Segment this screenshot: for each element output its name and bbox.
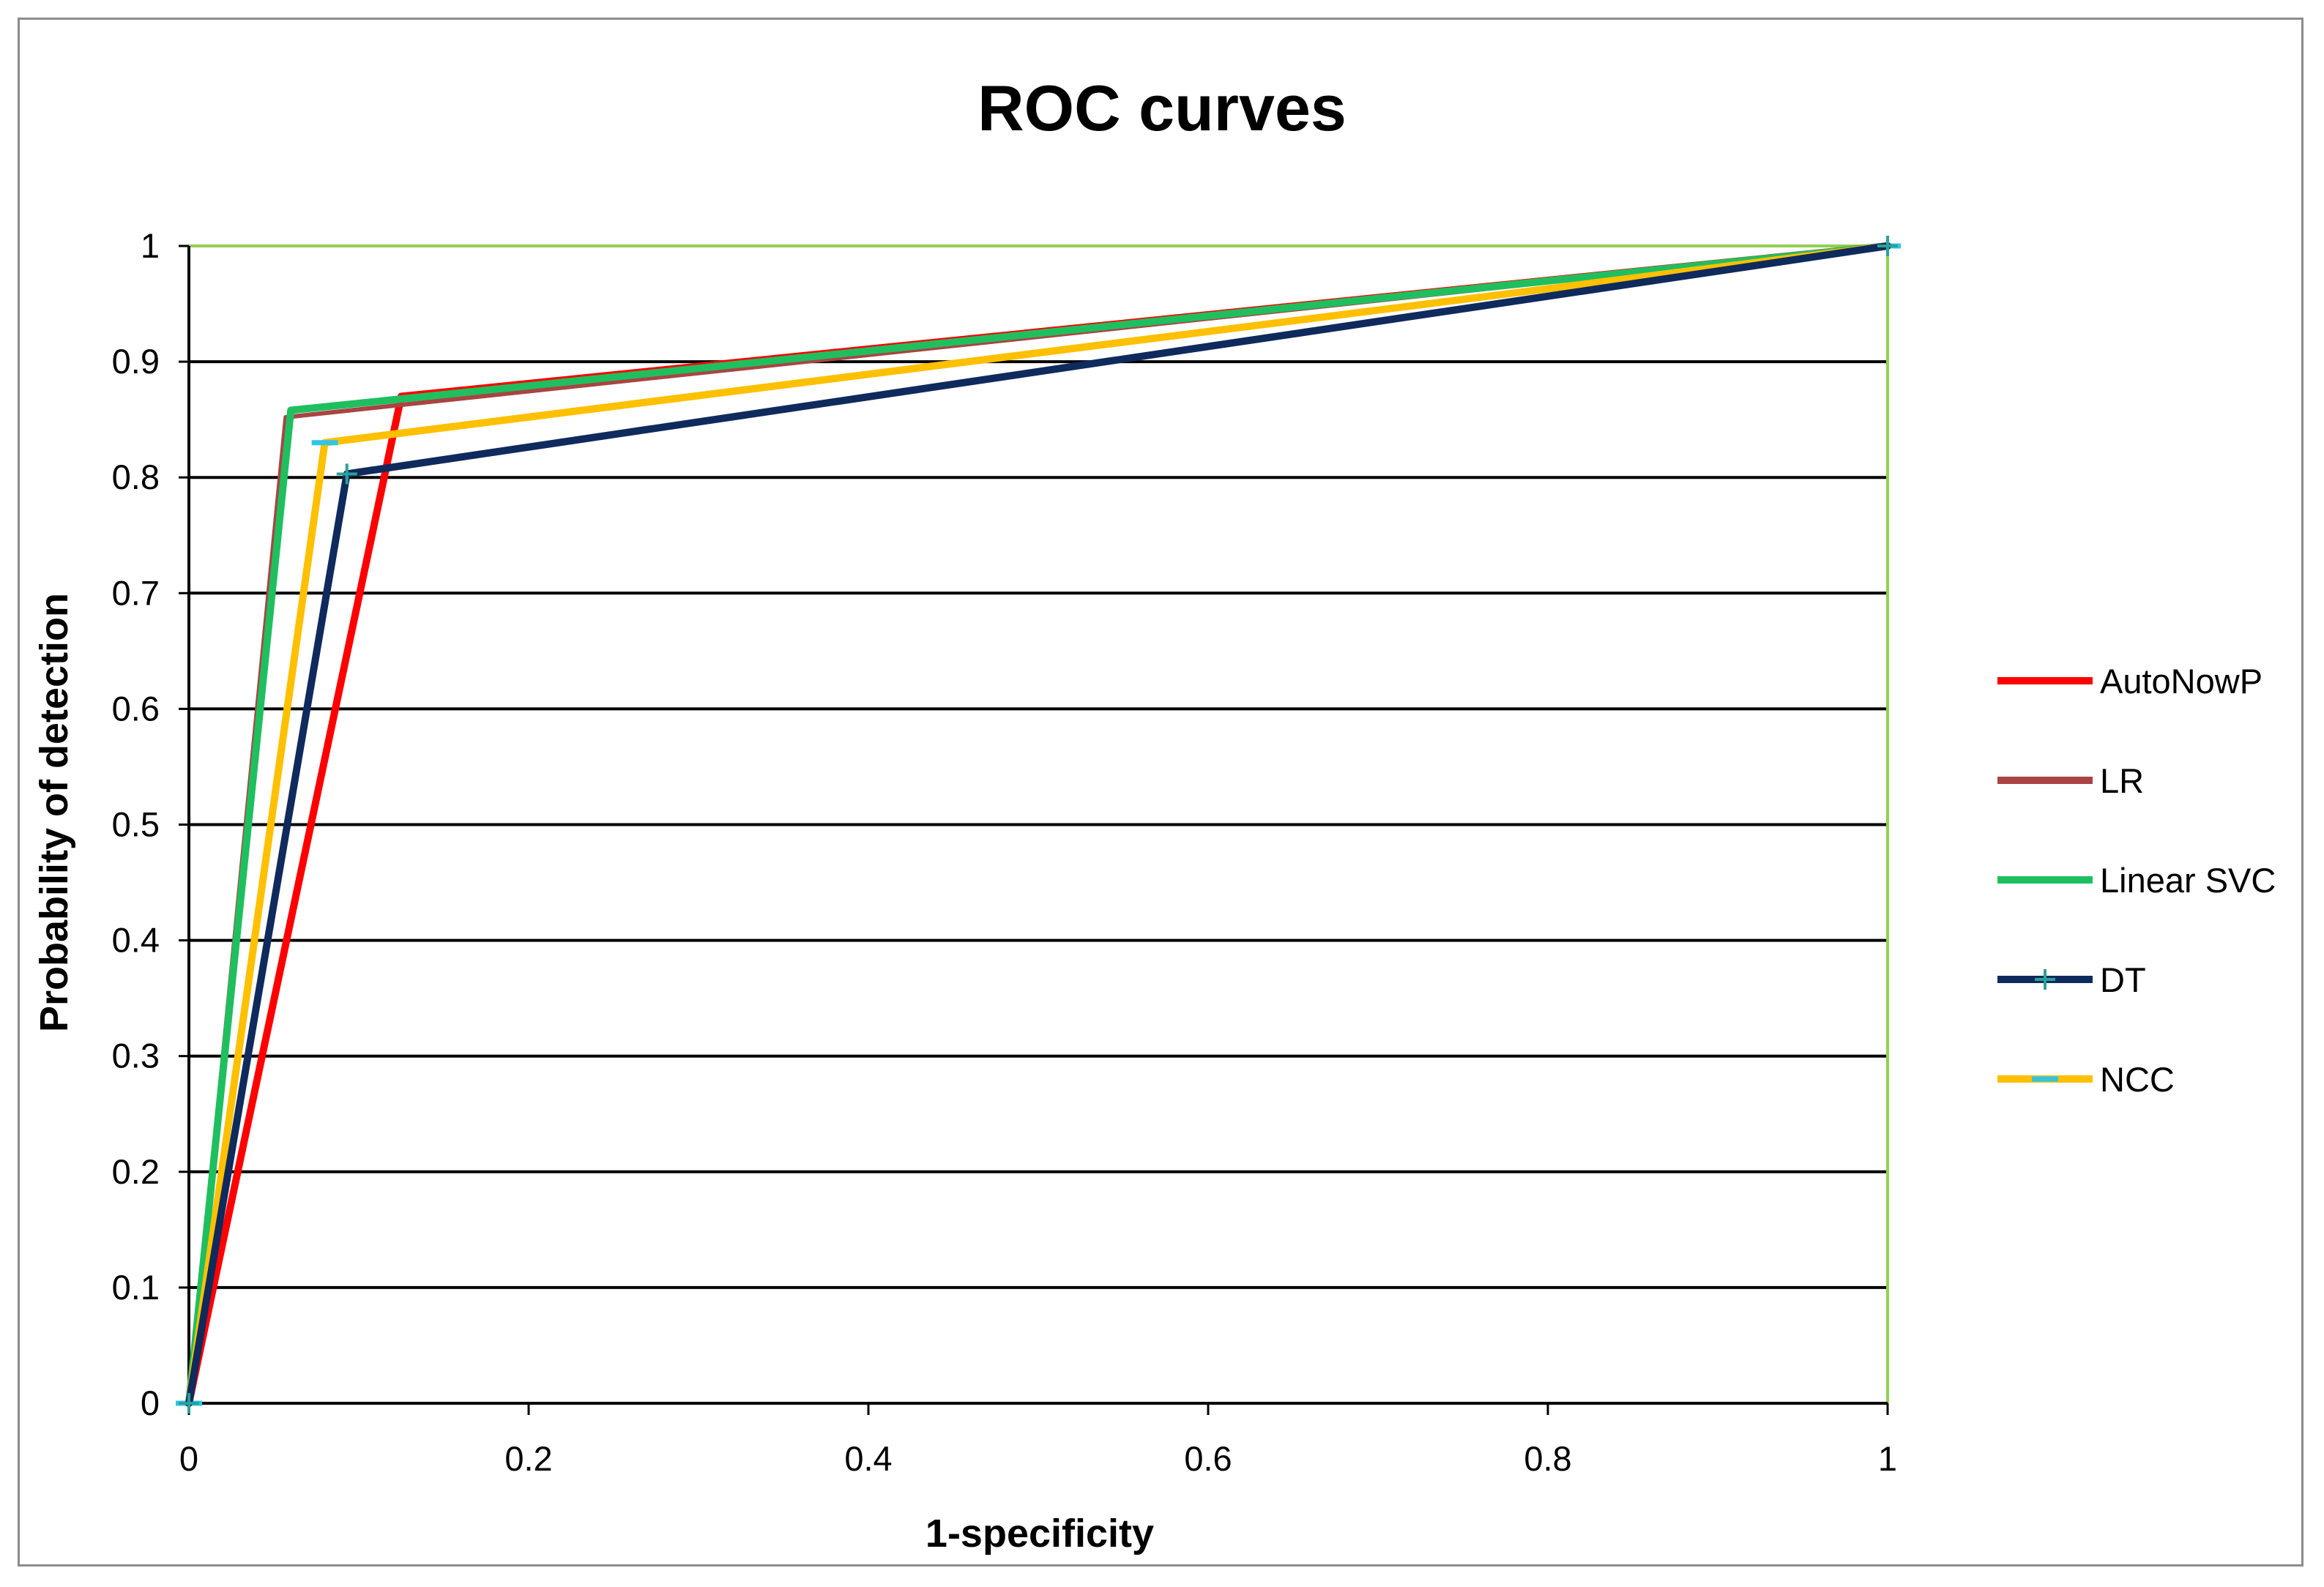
y-tick-label: 1 — [141, 226, 160, 265]
chart-title: ROC curves — [977, 72, 1347, 144]
y-tick-label: 0.7 — [112, 573, 160, 612]
x-tick-label: 0.6 — [1184, 1439, 1232, 1478]
legend-label-dt: DT — [2100, 960, 2146, 999]
y-tick-label: 0.4 — [112, 921, 160, 960]
y-tick-label: 0.1 — [112, 1268, 160, 1307]
tick-labels: 0 0.1 0.2 0.3 0.4 0.5 0.6 0.7 0.8 0.9 1 0 0.2 0.4 0.6 0… — [112, 226, 1897, 1478]
y-tick-label: 0.2 — [112, 1152, 160, 1191]
series-lines — [176, 236, 1901, 1414]
x-axis-label: 1-specificity — [925, 1512, 1154, 1556]
x-tick-label: 0.8 — [1524, 1439, 1571, 1478]
x-tick-label: 0 — [179, 1439, 198, 1478]
legend-label-ncc: NCC — [2100, 1060, 2175, 1099]
legend-label-autonowp: AutoNowP — [2100, 662, 2262, 701]
y-tick-label: 0 — [141, 1384, 160, 1422]
chart-frame — [18, 18, 2303, 1567]
legend: AutoNowP LR Linear SVC DT NCC — [1997, 662, 2276, 1099]
legend-label-lr: LR — [2100, 761, 2144, 800]
y-tick-label: 0.8 — [112, 458, 160, 496]
y-tick-label: 0.9 — [112, 342, 160, 381]
series-line-linear-svc — [185, 242, 1891, 1407]
y-tick-label: 0.6 — [112, 689, 160, 728]
gridlines — [189, 360, 1888, 1289]
y-tick-label: 0.5 — [112, 805, 160, 844]
legend-label-linear-svc: Linear SVC — [2100, 861, 2276, 900]
x-tick-label: 1 — [1878, 1439, 1897, 1478]
x-tick-label: 0.4 — [844, 1439, 892, 1478]
y-tick-label: 0.3 — [112, 1037, 160, 1075]
y-axis-label: Probability of detection — [32, 593, 76, 1032]
x-tick-label: 0.2 — [504, 1439, 552, 1478]
axes — [179, 244, 1889, 1415]
